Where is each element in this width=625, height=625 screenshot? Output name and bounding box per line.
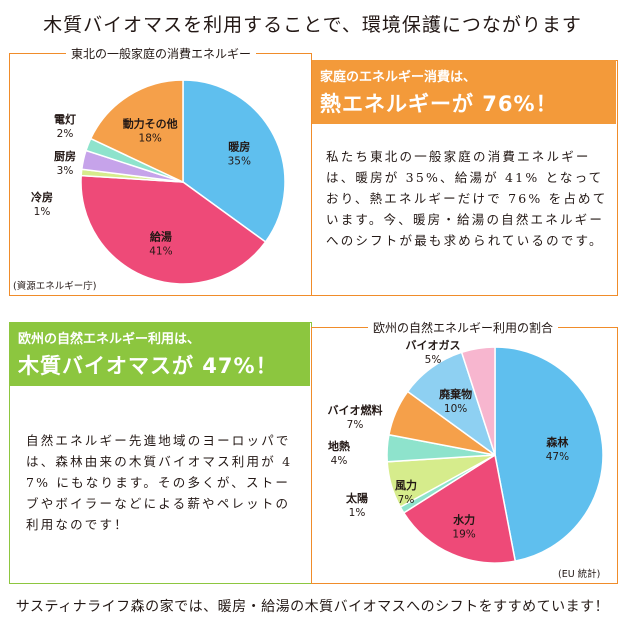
pie1-value-2: 1%	[34, 206, 51, 218]
top-banner-headline: 熱エネルギーが 76%！	[320, 92, 558, 116]
pie2-value-7: 5%	[425, 354, 442, 366]
pie1-value-3: 3%	[57, 165, 74, 177]
pie2-value-4: 4%	[331, 455, 348, 467]
pie2-value-0: 47%	[546, 451, 569, 463]
pie2-value-1: 19%	[452, 528, 475, 540]
footer-text: サスティナライフ森の家では、暖房・給湯の木質バイオマスへのシフトをすすめています…	[15, 599, 610, 615]
pie1-value-1: 41%	[149, 245, 172, 257]
pie1-slice-1	[80, 174, 267, 285]
pie1-label-3: 厨房	[54, 149, 76, 163]
bottom-banner: 欧州の自然エネルギー利用は、 木質バイオマスが 47%！	[10, 322, 310, 386]
pie2-slice-7	[460, 346, 496, 456]
pie2-label-0: 森林	[546, 435, 568, 449]
top-banner-line1: 家庭のエネルギー消費は、	[320, 70, 477, 85]
pie2-label-1: 水力	[453, 512, 475, 526]
pie1-value-4: 2%	[57, 128, 74, 140]
top-paragraph: 私たち東北の一般家庭の消費エネルギーは、暖房が 35%、給湯が 41% となって…	[326, 149, 608, 248]
pie2-label-6: 廃棄物	[439, 387, 472, 401]
top-banner: 家庭のエネルギー消費は、 熱エネルギーが 76%！	[312, 60, 616, 124]
pie1-label-4: 電灯	[54, 112, 76, 126]
pie1-slice-0	[182, 79, 286, 243]
pie1-label-5: 動力その他	[123, 116, 178, 130]
pie2-label-5: バイオ燃料	[328, 403, 383, 417]
pie1-label-1: 給湯	[150, 229, 172, 243]
pie2-label-7: バイオガス	[406, 338, 461, 352]
bottom-source-note: (EU 統計)	[558, 569, 601, 580]
pie2-label-3: 風力	[395, 478, 417, 492]
top-chart-caption: 東北の一般家庭の消費エネルギー	[66, 45, 257, 62]
pie2-value-5: 7%	[347, 419, 364, 431]
bottom-banner-line1: 欧州の自然エネルギー利用は、	[18, 332, 201, 347]
pie1-slice-5	[89, 79, 184, 184]
pie2-value-2: 1%	[349, 507, 366, 519]
pie2-value-6: 10%	[444, 403, 467, 415]
bottom-paragraph: 自然エネルギー先進地域のヨーロッパでは、森林由来の木質バイオマス利用が 47% …	[26, 433, 293, 532]
pie2-value-3: 7%	[398, 494, 415, 506]
pie1-value-5: 18%	[139, 132, 162, 144]
pie2-slice-1	[402, 453, 517, 564]
pie1-value-0: 35%	[228, 155, 251, 167]
top-source-note: (資源エネルギー庁)	[13, 281, 97, 292]
pie2-slice-0	[494, 346, 604, 562]
pie1-label-0: 暖房	[228, 139, 250, 153]
pie2-label-4: 地熱	[328, 439, 350, 453]
bottom-chart-caption: 欧州の自然エネルギー利用の割合	[368, 319, 559, 336]
pie2-label-2: 太陽	[345, 491, 368, 505]
bottom-banner-headline: 木質バイオマスが 47%！	[18, 354, 278, 378]
pie1-label-2: 冷房	[31, 190, 53, 204]
page-title: 木質バイオマスを利用することで、環境保護につながります	[43, 14, 582, 36]
